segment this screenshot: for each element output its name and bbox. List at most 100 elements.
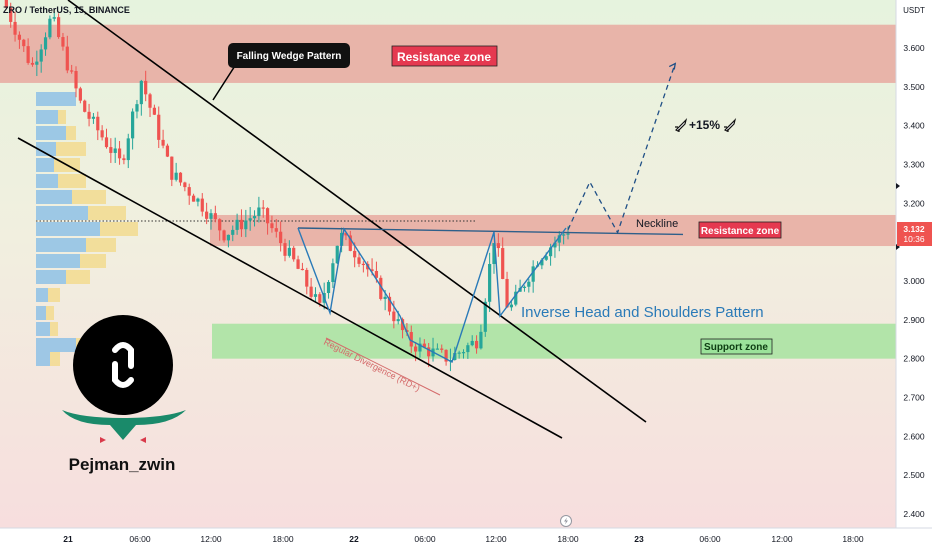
pz-logo-icon	[73, 315, 173, 415]
neckline-line	[297, 227, 684, 236]
volume-profile-bar	[36, 190, 72, 204]
price-axis-unit: USDT	[903, 6, 925, 15]
x-ticks: 21 06:00 12:00 18:00 22 06:00 12:00 18:00 23 06:0…	[63, 534, 864, 544]
y-tick-label: 3.600	[903, 43, 925, 53]
candle-body	[440, 348, 444, 350]
candle-body	[113, 148, 117, 153]
candle-body	[261, 207, 265, 209]
candle-body	[457, 352, 461, 354]
chart-background	[0, 0, 896, 528]
divergence-line	[325, 337, 441, 396]
support-label: Support zone	[704, 342, 768, 353]
x-tick-label: 12:00	[200, 534, 222, 544]
time-axis[interactable]: 21 06:00 12:00 18:00 22 06:00 12:00 18:00 23 06:0…	[0, 515, 932, 551]
candle-body	[226, 234, 230, 241]
volume-profile-bar	[36, 338, 76, 352]
candle-body	[279, 231, 283, 244]
target-annotation: +15%	[674, 118, 737, 132]
candle-body	[309, 286, 313, 297]
volume-profile-bar	[36, 126, 66, 140]
volume-profile-bar	[36, 322, 50, 336]
candle-body	[444, 349, 448, 362]
support-zone	[212, 323, 896, 359]
resistance-mid-badge: Resistance zone	[698, 221, 782, 239]
candle-body	[409, 332, 413, 347]
candle-body	[191, 195, 196, 202]
candle-body	[557, 235, 561, 243]
volume-profile-bar	[36, 142, 56, 156]
candle-body	[531, 266, 535, 282]
y-tick-label: 2.600	[903, 431, 925, 441]
candle-body	[544, 256, 548, 260]
candle-body	[109, 147, 113, 153]
watermark-name: Pejman_zwin	[69, 455, 176, 474]
ihs-pattern-line	[297, 227, 567, 364]
volume-profile-bar	[58, 174, 86, 188]
wedge-callout[interactable]: Falling Wedge Pattern	[212, 43, 350, 101]
candle-body	[527, 281, 531, 287]
y-tick-label: 2.700	[903, 393, 925, 403]
x-tick-label: 22	[349, 534, 359, 544]
candle-body	[61, 37, 65, 47]
candle-body	[4, 0, 8, 8]
candle-body	[96, 116, 100, 131]
x-tick-label: 23	[634, 534, 644, 544]
y-tick-label: 2.400	[903, 509, 925, 519]
target-label: +15%	[689, 118, 720, 132]
candle-body	[414, 346, 418, 352]
candle-body	[174, 172, 178, 180]
y-tick-label: 3.400	[903, 121, 925, 131]
candle-body	[344, 232, 348, 236]
x-tick-label: 06:00	[414, 534, 436, 544]
resistance-zone	[210, 214, 896, 247]
candle-body	[466, 345, 470, 353]
candle-body	[187, 187, 191, 196]
candle-body	[9, 7, 13, 22]
volume-profile-bar	[36, 270, 66, 284]
volume-profile-bar	[66, 270, 90, 284]
candle-body	[252, 216, 257, 219]
volume-profile-bar	[50, 322, 58, 336]
candle-body	[35, 61, 39, 65]
candle-body	[152, 107, 156, 115]
volume-profile-bar	[100, 222, 138, 236]
candle-body	[548, 247, 553, 257]
price-axis-bg	[896, 0, 932, 528]
candle-body	[22, 39, 26, 47]
support-box	[700, 338, 773, 355]
resistance-top-label: Resistance zone	[397, 50, 491, 64]
volume-profile-bar	[48, 288, 60, 302]
last-price-value: 3.132	[903, 224, 925, 234]
candle-body	[117, 148, 122, 159]
candle-body	[474, 340, 479, 349]
candle-body	[196, 198, 200, 202]
volume-profile-bar	[36, 306, 46, 320]
y-tick-label: 2.500	[903, 470, 925, 480]
candle-body	[257, 207, 261, 217]
candle-body	[422, 343, 426, 348]
candle-body	[374, 270, 379, 278]
flash-icon[interactable]	[560, 515, 572, 527]
price-axis[interactable]: USDT 3.6003.5003.4003.3003.2003.1003.000…	[895, 0, 932, 528]
candle-body	[178, 172, 183, 183]
candle-body	[139, 80, 143, 105]
volume-profile-bar	[72, 190, 106, 204]
candle-body	[492, 243, 496, 265]
candle-body	[39, 49, 43, 62]
candle-body	[305, 269, 309, 287]
y-tick-label: 3.500	[903, 82, 925, 92]
candle-body	[26, 46, 30, 63]
candle-body	[161, 139, 165, 146]
x-tick-label: 18:00	[557, 534, 579, 544]
candle-body	[418, 343, 422, 352]
candle-body	[514, 291, 518, 305]
candle-body	[296, 259, 300, 269]
candle-body	[135, 104, 139, 112]
candle-body	[231, 229, 235, 235]
candle-body	[509, 304, 513, 308]
candle-body	[170, 156, 174, 180]
candle-body	[165, 145, 170, 157]
candle-body	[348, 235, 352, 251]
candle-body	[100, 130, 104, 138]
